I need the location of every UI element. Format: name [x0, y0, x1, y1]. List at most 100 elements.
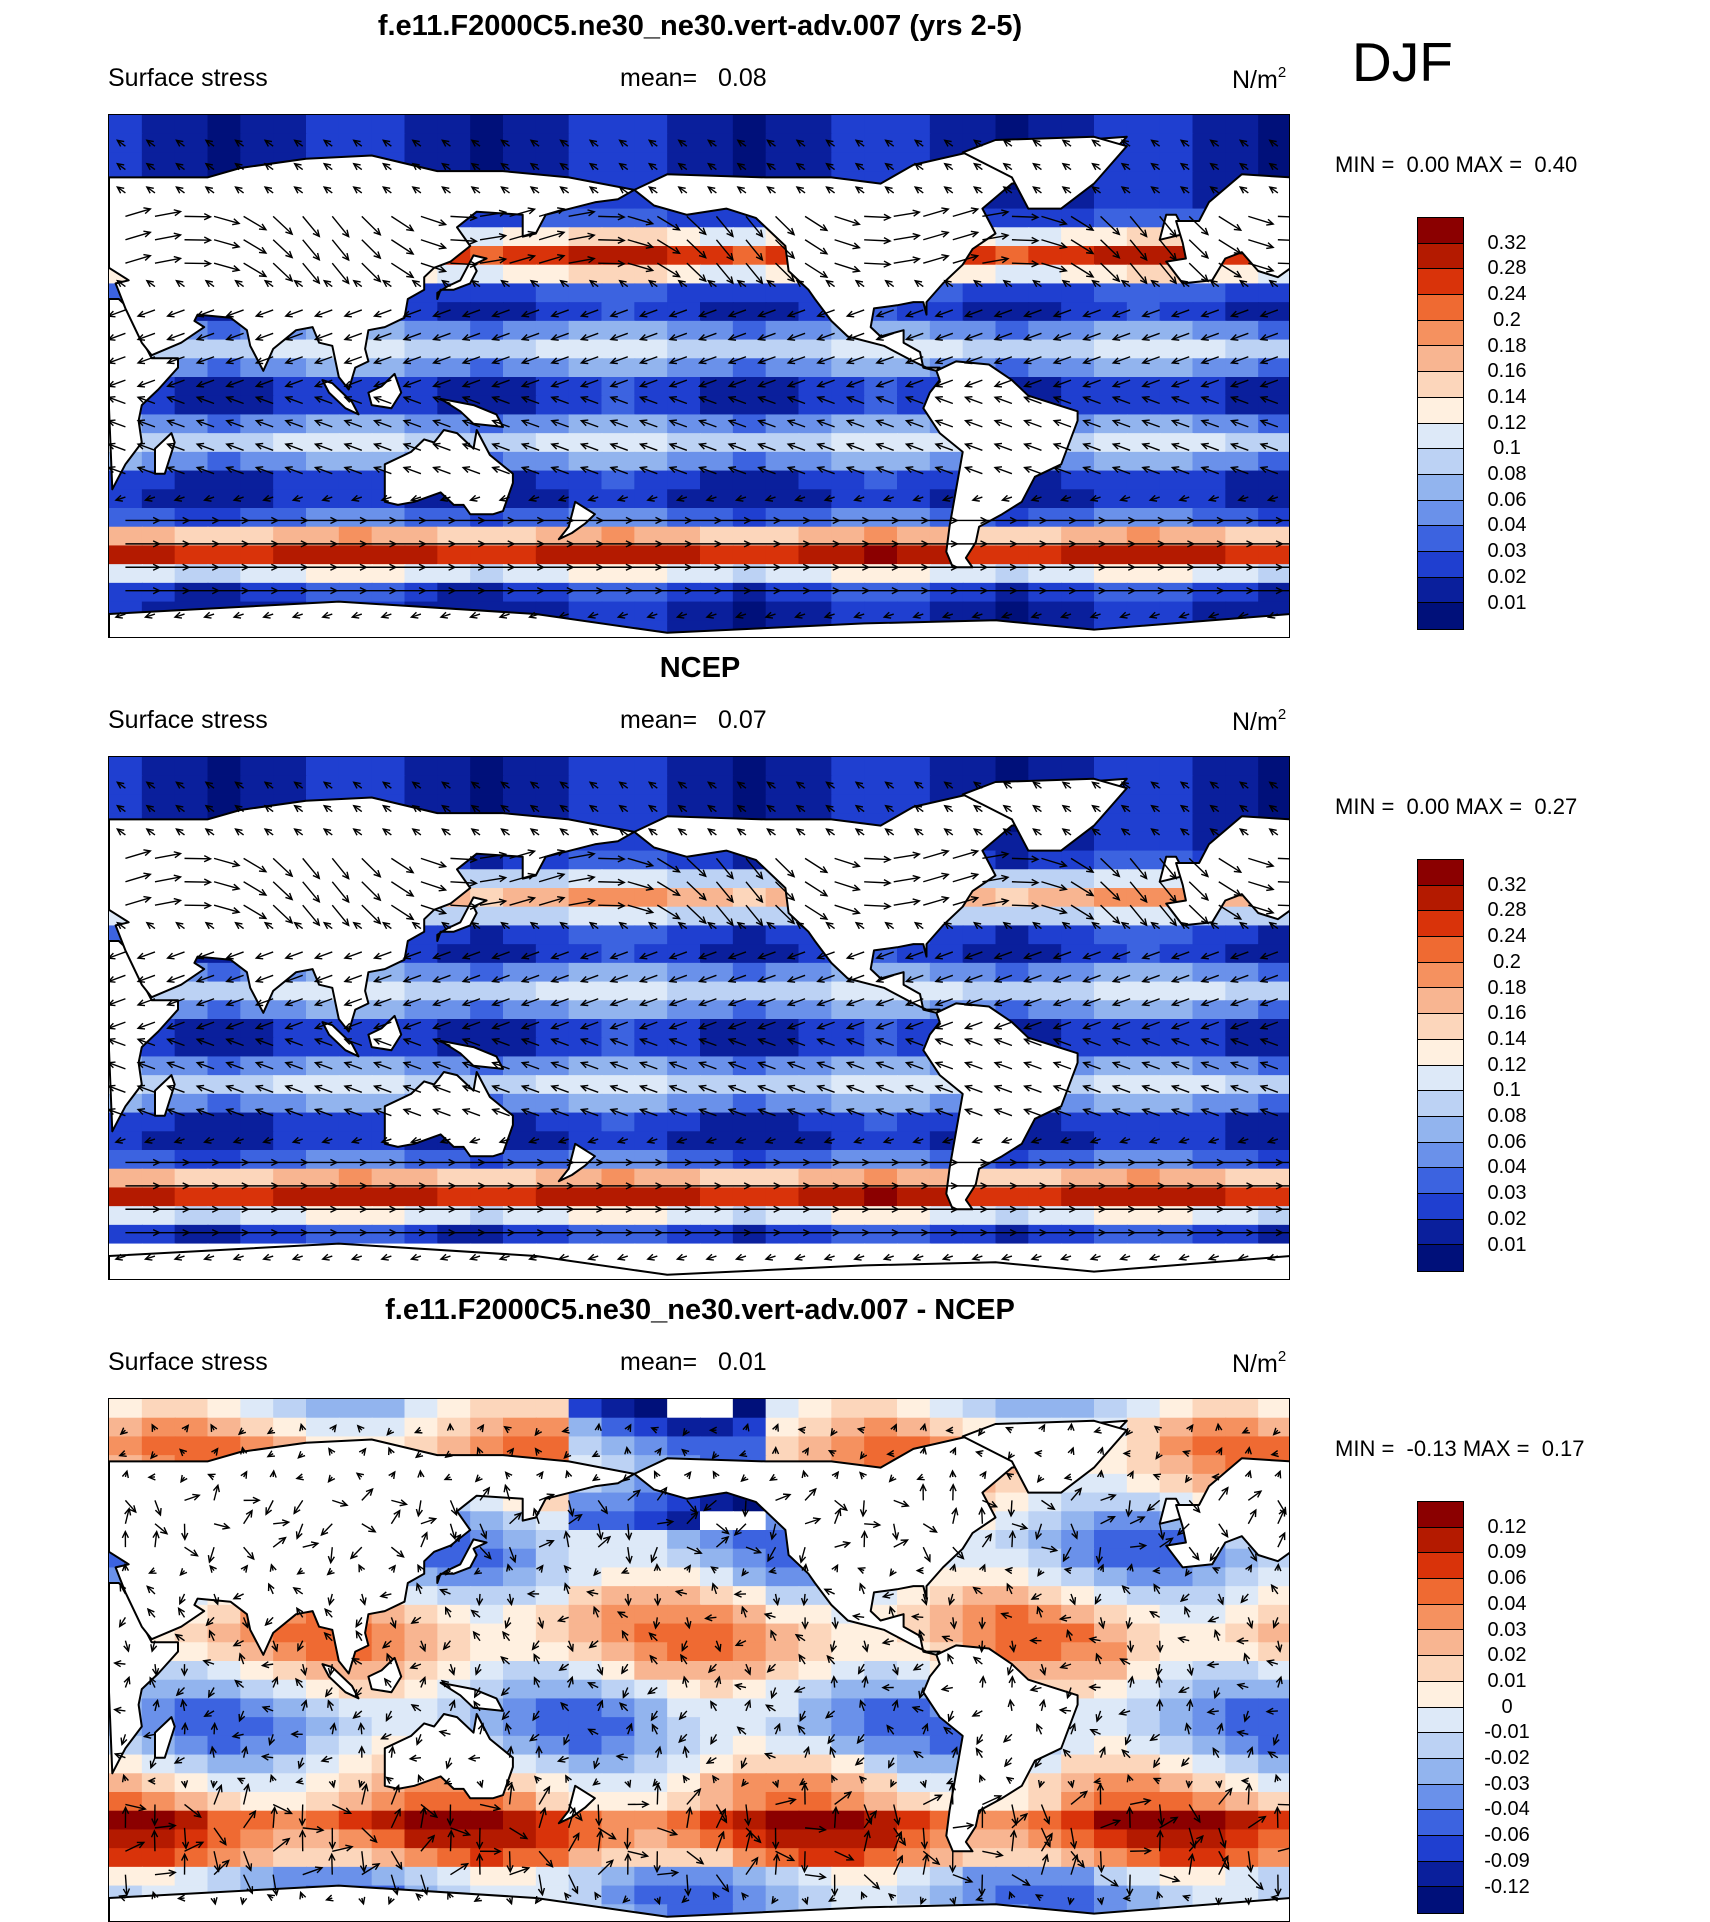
field-cell	[569, 1661, 603, 1681]
field-cell	[405, 1661, 439, 1681]
field-cell	[799, 1829, 833, 1849]
field-cell	[536, 1511, 570, 1531]
field-cell	[996, 1244, 1030, 1264]
field-cell	[1193, 925, 1227, 945]
field-cell	[142, 1187, 176, 1207]
field-cell	[503, 1225, 537, 1245]
field-cell	[142, 1773, 176, 1793]
field-cell	[1193, 321, 1227, 341]
field-cell	[831, 1399, 865, 1419]
field-cell	[1258, 1773, 1290, 1793]
colorbar-swatch	[1418, 937, 1463, 963]
field-cell	[1094, 1886, 1128, 1906]
field-cell	[766, 452, 800, 472]
field-cell	[175, 1094, 209, 1114]
field-cell	[1193, 944, 1227, 964]
field-cell	[175, 545, 209, 565]
field-cell	[733, 1605, 767, 1625]
field-cell	[142, 115, 176, 135]
field-cell	[240, 433, 274, 453]
field-cell	[1094, 1567, 1128, 1587]
panel-2-units: N/m2	[1232, 706, 1286, 737]
field-cell	[733, 757, 767, 777]
field-cell	[306, 1811, 340, 1831]
field-cell	[700, 776, 734, 796]
field-cell	[1225, 1605, 1259, 1625]
field-cell	[208, 1399, 242, 1419]
colorbar-swatch	[1418, 526, 1463, 552]
field-cell	[766, 1225, 800, 1245]
field-cell	[1028, 302, 1062, 322]
field-cell	[1028, 340, 1062, 360]
field-cell	[306, 545, 340, 565]
field-cell	[1094, 1605, 1128, 1625]
field-cell	[503, 1848, 537, 1868]
field-cell	[897, 1150, 931, 1170]
field-cell	[1028, 944, 1062, 964]
field-cell	[700, 227, 734, 247]
field-cell	[1127, 471, 1161, 491]
field-cell	[700, 1642, 734, 1662]
field-cell	[799, 1244, 833, 1264]
field-cell	[1258, 1056, 1290, 1076]
panel-1-colorbar	[1417, 217, 1464, 630]
field-cell	[339, 1867, 373, 1887]
field-cell	[306, 471, 340, 491]
field-cell	[602, 1225, 636, 1245]
field-cell	[766, 1773, 800, 1793]
field-cell	[1028, 1886, 1062, 1906]
field-cell	[930, 982, 964, 1002]
field-cell	[602, 1624, 636, 1644]
field-cell	[634, 1094, 668, 1114]
field-cell	[175, 1225, 209, 1245]
field-cell	[536, 471, 570, 491]
colorbar-tick-label: 0.14	[1477, 387, 1537, 407]
field-cell	[405, 545, 439, 565]
field-cell	[1160, 1567, 1194, 1587]
field-cell	[273, 1698, 307, 1718]
field-cell	[1193, 1829, 1227, 1849]
field-cell	[372, 982, 406, 1002]
field-cell	[733, 1225, 767, 1245]
field-cell	[372, 1867, 406, 1887]
field-cell	[700, 602, 734, 622]
field-cell	[1193, 1680, 1227, 1700]
field-cell	[1160, 1848, 1194, 1868]
colorbar-swatch	[1418, 1040, 1463, 1066]
field-cell	[799, 776, 833, 796]
field-cell	[1127, 1867, 1161, 1887]
field-cell	[667, 757, 701, 777]
field-cell	[1094, 1680, 1128, 1700]
field-cell	[1094, 1399, 1128, 1419]
field-cell	[733, 508, 767, 528]
field-cell	[569, 1511, 603, 1531]
field-cell	[470, 340, 504, 360]
field-cell	[503, 1038, 537, 1058]
field-cell	[306, 115, 340, 135]
field-cell	[1193, 757, 1227, 777]
field-cell	[700, 1698, 734, 1718]
field-cell	[1225, 1829, 1259, 1849]
field-cell	[1094, 1755, 1128, 1775]
field-cell	[733, 1187, 767, 1207]
field-cell	[700, 1511, 734, 1531]
field-cell	[602, 283, 636, 303]
field-cell	[1258, 757, 1290, 777]
field-cell	[733, 1399, 767, 1419]
field-cell	[667, 302, 701, 322]
field-cell	[470, 1867, 504, 1887]
field-cell	[503, 1187, 537, 1207]
field-cell	[536, 1717, 570, 1737]
field-cell	[1127, 1075, 1161, 1095]
field-cell	[503, 1698, 537, 1718]
field-cell	[503, 982, 537, 1002]
field-cell	[1061, 1886, 1095, 1906]
field-cell	[1127, 982, 1161, 1002]
field-cell	[733, 545, 767, 565]
field-cell	[536, 757, 570, 777]
field-cell	[1028, 246, 1062, 266]
field-cell	[864, 776, 898, 796]
field-cell	[1225, 1755, 1259, 1775]
field-cell	[864, 1848, 898, 1868]
field-cell	[240, 414, 274, 434]
